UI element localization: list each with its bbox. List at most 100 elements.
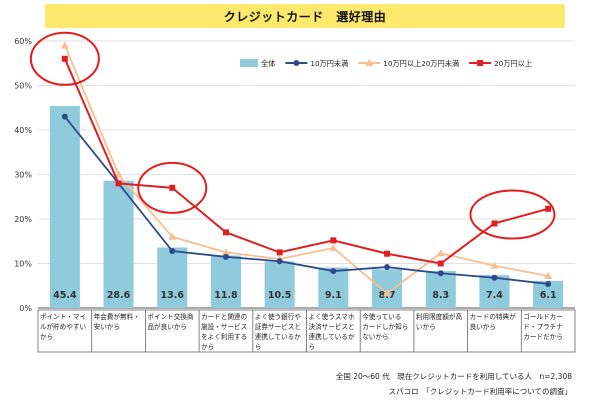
x-category-label: 安いから xyxy=(94,322,120,331)
series-point xyxy=(221,248,230,256)
series-point xyxy=(60,41,69,49)
legend-item: 20万円以上 xyxy=(469,59,532,68)
chart-title: クレジットカード 選好理由 xyxy=(223,9,387,24)
series-point xyxy=(222,229,229,236)
series-point xyxy=(436,249,445,257)
legend-marker xyxy=(293,60,300,66)
y-tick-label: 40% xyxy=(14,126,32,135)
series-point xyxy=(276,258,283,265)
series-point xyxy=(490,261,499,269)
legend-marker xyxy=(365,59,374,66)
x-category-label: 今使っている xyxy=(362,312,401,321)
x-category-label: ら xyxy=(255,343,262,351)
highlight-ellipse xyxy=(29,31,100,86)
bar-value-label: 8.3 xyxy=(432,290,449,301)
x-category-label: 連携しているか xyxy=(255,332,301,341)
bar-value-label: 9.1 xyxy=(325,290,342,301)
x-category-label: カードと関連の xyxy=(201,312,247,321)
bar-value-label: 11.8 xyxy=(214,290,238,301)
series-point xyxy=(61,113,68,120)
bar xyxy=(372,269,403,308)
x-category-label: ポイント交換商 xyxy=(147,312,194,321)
bar xyxy=(157,247,188,308)
series-point xyxy=(437,270,444,277)
y-tick-label: 60% xyxy=(14,37,32,46)
x-category-label: から xyxy=(201,343,214,351)
x-category-label: から xyxy=(40,333,53,341)
x-category-label: 施設・サービス xyxy=(201,322,247,331)
y-tick-label: 0% xyxy=(19,304,32,313)
series-point xyxy=(491,220,498,227)
series-point xyxy=(544,271,553,279)
legend-label: 全体 xyxy=(261,59,275,68)
x-category-label: ルが貯めやすい xyxy=(40,322,87,331)
chart-title-banner: クレジットカード 選好理由 xyxy=(45,4,565,28)
x-category-label: 品が良いから xyxy=(147,322,187,331)
x-category-label: ら xyxy=(309,343,316,351)
legend-item: 全体 xyxy=(240,59,275,68)
x-category-label: ないから xyxy=(362,333,388,341)
x-category-label: ポイント・マイ xyxy=(40,313,86,321)
x-category-label: 決済サービスと xyxy=(309,322,355,331)
series-point xyxy=(384,250,391,257)
series-point xyxy=(383,289,392,297)
y-tick-label: 50% xyxy=(14,82,32,91)
bar xyxy=(425,271,456,308)
x-category-label: いから xyxy=(416,323,436,331)
series-point xyxy=(329,243,338,251)
x-category-label: よく使う銀行や xyxy=(255,312,302,321)
bar xyxy=(318,267,349,308)
series-point xyxy=(330,268,337,275)
footnote-survey-scope: 全国 20～60 代 現在クレジットカードを利用している人 n=2,308 xyxy=(335,372,572,381)
legend-item: 10万円未満 xyxy=(285,59,348,68)
legend-swatch xyxy=(240,59,258,67)
y-tick-label: 10% xyxy=(14,260,32,269)
highlight-ellipse xyxy=(469,189,556,240)
x-category-label: カードの特典が xyxy=(470,312,517,321)
series-point xyxy=(114,170,123,178)
footnote-source: スパコロ 「クレジットカード利用率についての調査」 xyxy=(388,387,572,396)
series-point xyxy=(169,184,176,191)
x-category-label: ゴールドカー xyxy=(523,312,563,321)
series-line xyxy=(64,116,549,285)
bar-value-label: 6.1 xyxy=(540,290,557,301)
x-category-label: ド・プラチナ xyxy=(523,323,563,331)
y-tick-label: 30% xyxy=(14,171,32,180)
x-category-label: をよく利用する xyxy=(201,332,247,341)
series-point xyxy=(545,205,552,212)
bar-value-label: 10.5 xyxy=(268,290,291,301)
bar xyxy=(210,255,241,308)
series-point xyxy=(384,264,391,271)
series-point xyxy=(168,232,177,240)
legend-item: 10万円以上20万円未満 xyxy=(358,59,459,68)
bar-value-label: 7.4 xyxy=(486,290,503,301)
series-point xyxy=(169,248,176,255)
bar xyxy=(264,261,295,308)
bar xyxy=(49,105,80,308)
x-category-label: カードだから xyxy=(523,333,563,341)
x-category-label: よく使うスマホ xyxy=(309,312,355,321)
series-point xyxy=(61,55,68,62)
series-point xyxy=(330,237,337,244)
series-point xyxy=(276,249,283,256)
x-category-label: 連携しているか xyxy=(309,332,355,341)
legend-label: 10万円未満 xyxy=(310,59,348,68)
bar xyxy=(103,180,134,308)
series-point xyxy=(545,280,552,287)
series-line xyxy=(64,45,549,295)
x-category-label: 年会費が無料・ xyxy=(94,312,140,321)
bar-value-label: 28.6 xyxy=(107,290,131,301)
series-line xyxy=(63,58,549,265)
series-point xyxy=(437,260,444,267)
highlight-ellipse xyxy=(137,161,208,214)
x-category-label: 良いから xyxy=(470,322,496,331)
y-tick-label: 20% xyxy=(14,215,32,224)
series-point xyxy=(222,253,229,260)
legend-marker xyxy=(477,60,484,66)
bar-value-label: 13.6 xyxy=(161,290,185,301)
legend-label: 20万円以上 xyxy=(494,59,532,68)
x-category-label: 証券サービスと xyxy=(255,322,301,331)
series-point xyxy=(491,274,498,281)
